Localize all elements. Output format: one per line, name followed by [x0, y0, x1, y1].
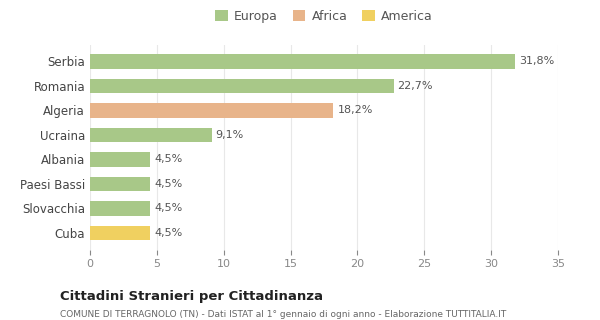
Text: COMUNE DI TERRAGNOLO (TN) - Dati ISTAT al 1° gennaio di ogni anno - Elaborazione: COMUNE DI TERRAGNOLO (TN) - Dati ISTAT a… [60, 310, 506, 319]
Bar [90, 152, 150, 167]
Text: 9,1%: 9,1% [215, 130, 244, 140]
Bar [90, 103, 334, 118]
Text: 4,5%: 4,5% [154, 179, 182, 189]
Bar [90, 54, 515, 69]
Bar [90, 79, 394, 93]
Bar [90, 128, 212, 142]
Text: 22,7%: 22,7% [398, 81, 433, 91]
Text: 4,5%: 4,5% [154, 228, 182, 238]
Text: Cittadini Stranieri per Cittadinanza: Cittadini Stranieri per Cittadinanza [60, 290, 323, 303]
Text: 31,8%: 31,8% [519, 56, 554, 67]
Bar [90, 201, 150, 216]
Text: 4,5%: 4,5% [154, 155, 182, 164]
Text: 18,2%: 18,2% [337, 106, 373, 116]
Legend: Europa, Africa, America: Europa, Africa, America [211, 6, 437, 27]
Text: 4,5%: 4,5% [154, 204, 182, 213]
Bar [90, 177, 150, 191]
Bar [90, 226, 150, 240]
